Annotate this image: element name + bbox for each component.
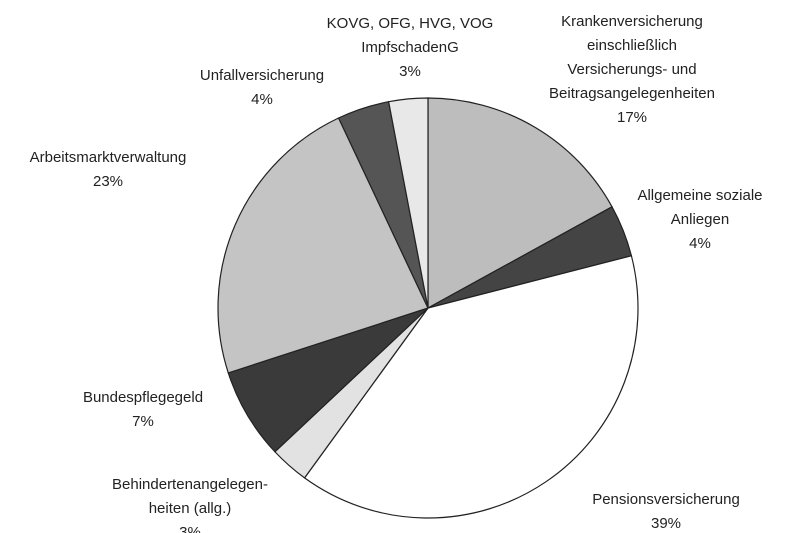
slice-value-label: 3% [399, 63, 421, 80]
slice-value-label: 4% [689, 235, 711, 252]
slice-value-label: 23% [93, 173, 123, 190]
slice-label: KOVG, OFG, HVG, VOG [327, 15, 494, 32]
slice-label: Arbeitsmarktverwaltung [30, 149, 187, 166]
pie-slice [217, 117, 429, 374]
slice-label: Anliegen [671, 211, 729, 228]
slice-label: Beitragsangelegenheiten [549, 85, 715, 102]
slice-label: ImpfschadenG [361, 39, 459, 56]
pie-slice [387, 97, 429, 309]
slice-label: Krankenversicherung [561, 13, 703, 30]
slice-label: Bundespflegegeld [83, 389, 203, 406]
slice-label: Unfallversicherung [200, 67, 324, 84]
slice-value-label: 4% [251, 91, 273, 108]
slice-label: Behindertenangelegen- [112, 476, 268, 493]
slice-label: heiten (allg.) [149, 500, 232, 517]
slice-value-label: 17% [617, 109, 647, 126]
slice-value-label: 3% [179, 524, 201, 533]
slice-label: Versicherungs- und [567, 61, 696, 78]
slice-value-label: 7% [132, 413, 154, 430]
pie-slice [427, 97, 613, 310]
slice-label: einschließlich [587, 37, 677, 54]
slice-label: Pensionsversicherung [592, 491, 740, 508]
pie-slice [303, 255, 639, 519]
slice-label: Allgemeine soziale [637, 187, 762, 204]
slice-value-label: 39% [651, 515, 681, 532]
